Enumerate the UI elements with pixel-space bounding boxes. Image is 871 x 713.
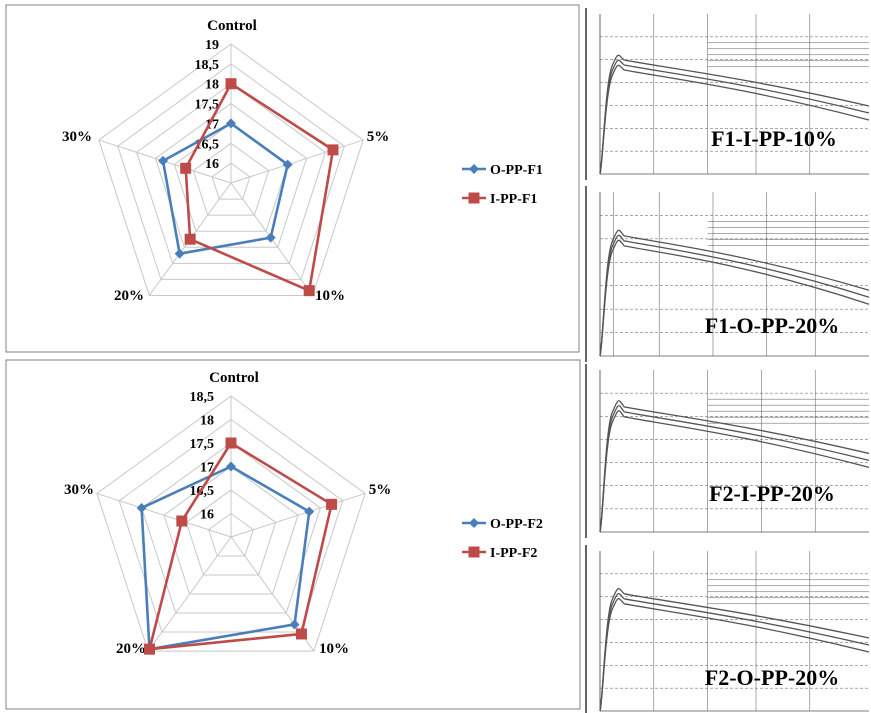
radar-tick-label: 16	[200, 508, 214, 523]
radar-data-point	[225, 437, 237, 449]
radar-axis-label: 20%	[114, 288, 144, 304]
radar-tick-label: 18,5	[195, 58, 220, 73]
radar-grid-ring	[117, 63, 345, 280]
radar-grid-ring	[135, 83, 327, 264]
radar-spoke	[230, 492, 366, 538]
radar-axis-label: 10%	[319, 641, 349, 657]
radar-axis-label: Control	[209, 370, 259, 386]
legend-entry: O-PP-F1	[490, 163, 543, 178]
radar-tick-label: 18	[205, 78, 219, 93]
radar-tick-label: 16	[205, 157, 219, 172]
radar-data-point	[226, 118, 236, 129]
radar-grid-ring	[98, 43, 364, 296]
curve-line	[599, 592, 870, 712]
radar-grid-ring	[96, 395, 366, 652]
radar-tick-label: 17	[205, 117, 219, 132]
radar-axis-label: 10%	[315, 288, 345, 304]
radar-tick-label: 17	[200, 461, 214, 476]
curve-line	[599, 597, 870, 712]
curve-panel-f2-o-pp-20: F2-O-PP-20%	[585, 545, 870, 713]
radar-data-point	[226, 461, 236, 472]
radar-panel-f1	[5, 4, 580, 353]
radar-series-line	[161, 122, 289, 255]
curve-line	[599, 239, 870, 357]
radar-tick-label: 18	[200, 414, 214, 429]
curve-panel-f1-i-pp-10: F1-I-PP-10%	[585, 8, 870, 180]
radar-spoke	[230, 139, 364, 184]
legend-marker	[469, 164, 479, 174]
legend-entry: I-PP-F2	[490, 546, 537, 561]
curve-panel-label: F2-O-PP-20%	[705, 665, 839, 690]
curve-panel-label: F1-O-PP-20%	[705, 313, 839, 338]
radar-data-point	[144, 643, 156, 655]
radar-axis-label: 30%	[62, 129, 92, 145]
radar-series-line	[140, 465, 311, 651]
radar-spoke	[147, 536, 232, 652]
radar-chart-f1: 1616,51717,51818,519Control5%10%20%30%O-…	[62, 18, 543, 304]
radar-grid-ring	[211, 162, 251, 200]
legend-marker	[468, 192, 480, 204]
radar-grid-ring	[185, 489, 277, 576]
radar-data-point	[327, 144, 339, 156]
legend-marker	[469, 518, 479, 528]
radar-data-point	[295, 628, 307, 640]
legend-entry: O-PP-F2	[490, 517, 543, 532]
radar-grid-ring	[163, 465, 299, 595]
radar-data-point	[304, 506, 315, 517]
radar-axis-label: 30%	[64, 482, 94, 498]
radar-data-point	[158, 155, 169, 166]
radar-spoke	[96, 492, 232, 538]
radar-data-point	[303, 285, 315, 297]
radar-grid-ring	[118, 418, 344, 633]
radar-grid-ring	[208, 512, 254, 557]
radar-tick-label: 18,5	[190, 390, 215, 405]
curve-panel-f1-o-pp-20: F1-O-PP-20%	[585, 186, 870, 362]
radar-data-point	[289, 619, 300, 630]
radar-series-line	[184, 82, 335, 292]
radar-data-point	[326, 498, 338, 510]
radar-tick-label: 17,5	[195, 98, 220, 113]
radar-grid-ring	[141, 442, 321, 614]
radar-data-point	[174, 248, 185, 259]
radar-data-point	[225, 78, 237, 90]
legend-marker	[468, 546, 480, 558]
radar-data-point	[136, 502, 147, 513]
curve-line	[599, 64, 870, 175]
radar-grid-ring	[192, 142, 270, 216]
radar-data-point	[282, 159, 293, 170]
radar-panel-f2	[5, 359, 581, 710]
radar-data-point	[265, 232, 276, 243]
radar-axis-label: 20%	[116, 641, 146, 657]
radar-series-line	[148, 441, 333, 651]
radar-axis-label: Control	[207, 18, 257, 34]
radar-grid-ring	[154, 102, 308, 248]
radar-data-point	[184, 233, 196, 245]
curve-line	[599, 405, 870, 533]
curve-line	[599, 410, 870, 533]
radar-tick-label: 19	[205, 38, 219, 53]
radar-data-point	[176, 515, 188, 527]
curve-panel-label: F1-I-PP-10%	[711, 126, 837, 151]
radar-tick-label: 17,5	[190, 437, 215, 452]
radar-axis-label: 5%	[367, 129, 390, 145]
curve-panel-label: F2-I-PP-20%	[709, 481, 835, 506]
curve-line	[599, 59, 870, 175]
radar-chart-f2: 1616,51717,51818,5Control5%10%20%30%O-PP…	[64, 370, 543, 657]
radar-data-point	[180, 162, 192, 174]
curve-line	[599, 400, 870, 533]
radar-axis-label: 5%	[369, 482, 392, 498]
legend-entry: I-PP-F1	[490, 192, 537, 207]
curve-panel-f2-i-pp-20: F2-I-PP-20%	[585, 364, 870, 538]
